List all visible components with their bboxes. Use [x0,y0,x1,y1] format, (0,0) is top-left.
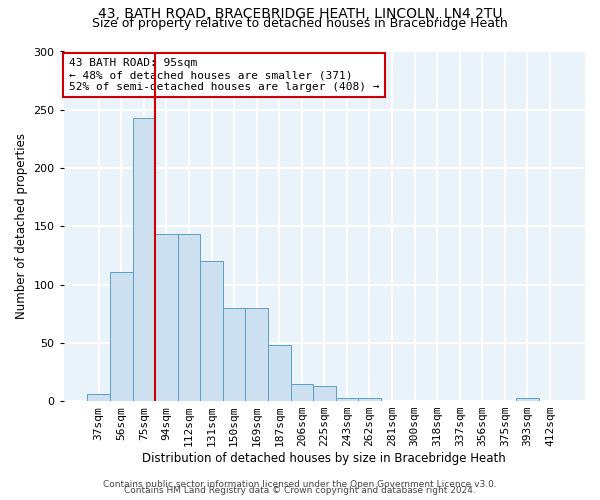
Text: 43, BATH ROAD, BRACEBRIDGE HEATH, LINCOLN, LN4 2TU: 43, BATH ROAD, BRACEBRIDGE HEATH, LINCOL… [98,8,502,22]
Text: 43 BATH ROAD: 95sqm
← 48% of detached houses are smaller (371)
52% of semi-detac: 43 BATH ROAD: 95sqm ← 48% of detached ho… [69,58,379,92]
Bar [223,308,245,401]
Text: Size of property relative to detached houses in Bracebridge Heath: Size of property relative to detached ho… [92,18,508,30]
Bar [155,234,178,401]
Bar [335,398,358,401]
Text: Contains public sector information licensed under the Open Government Licence v3: Contains public sector information licen… [103,480,497,489]
Bar [88,394,110,401]
Bar [110,272,133,401]
Text: Contains HM Land Registry data © Crown copyright and database right 2024.: Contains HM Land Registry data © Crown c… [124,486,476,495]
Bar [313,386,335,401]
Bar [245,308,268,401]
Bar [268,345,290,401]
Y-axis label: Number of detached properties: Number of detached properties [15,134,28,320]
Bar [290,384,313,401]
Bar [133,118,155,401]
Bar [178,234,200,401]
Bar [200,261,223,401]
X-axis label: Distribution of detached houses by size in Bracebridge Heath: Distribution of detached houses by size … [142,452,506,465]
Bar [358,398,381,401]
Bar [516,398,539,401]
